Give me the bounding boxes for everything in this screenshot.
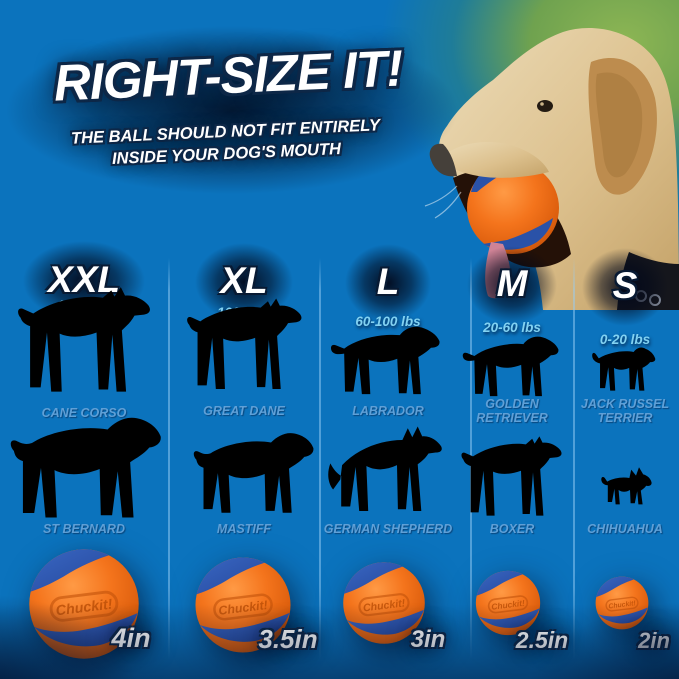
ball-size-label: 2in: [638, 628, 670, 653]
ball-size-label: 2.5in: [515, 627, 569, 653]
size-label-l: L: [376, 261, 400, 302]
breed-label: GREAT DANE: [203, 404, 285, 418]
cane-corso-silhouette-icon: [10, 284, 162, 400]
breed-label: GERMAN SHEPHERD: [323, 522, 453, 536]
breed-label: JACK RUSSEL TERRIER: [580, 397, 670, 426]
dog-whiskers: [424, 185, 462, 219]
mastiff-silhouette-icon: [190, 426, 316, 522]
jack-russel-terrier-silhouette-icon: [588, 344, 664, 398]
ball-size-label: 3in: [410, 626, 446, 653]
ball-size-label: 4in: [111, 623, 151, 653]
breed-label: GOLDEN RETRIEVER: [476, 397, 548, 426]
column-divider: [168, 258, 170, 660]
column-divider: [319, 258, 321, 660]
ball-size-label: 3.5in: [258, 624, 318, 654]
breed-label: CHIHUAHUA: [587, 522, 663, 536]
breed-label: ST BERNARD: [43, 522, 125, 536]
labrador-silhouette-icon: [329, 316, 447, 404]
st-bernard-silhouette-icon: [6, 412, 164, 526]
german-shepherd-silhouette-icon: [325, 420, 451, 522]
chihuahua-silhouette-icon: [597, 464, 657, 510]
boxer-silhouette-icon: [457, 434, 569, 522]
breed-label: LABRADOR: [352, 404, 424, 418]
chuckit-ball-2in-icon: [595, 576, 650, 631]
size-label-s: S: [612, 265, 638, 306]
size-label-m: M: [496, 263, 528, 304]
golden-retriever-silhouette-icon: [461, 328, 565, 404]
breed-label: MASTIFF: [216, 522, 272, 536]
dog-eye: [537, 100, 553, 112]
column-divider: [573, 258, 575, 660]
great-dane-silhouette-icon: [182, 290, 310, 402]
breed-label: BOXER: [489, 522, 535, 536]
